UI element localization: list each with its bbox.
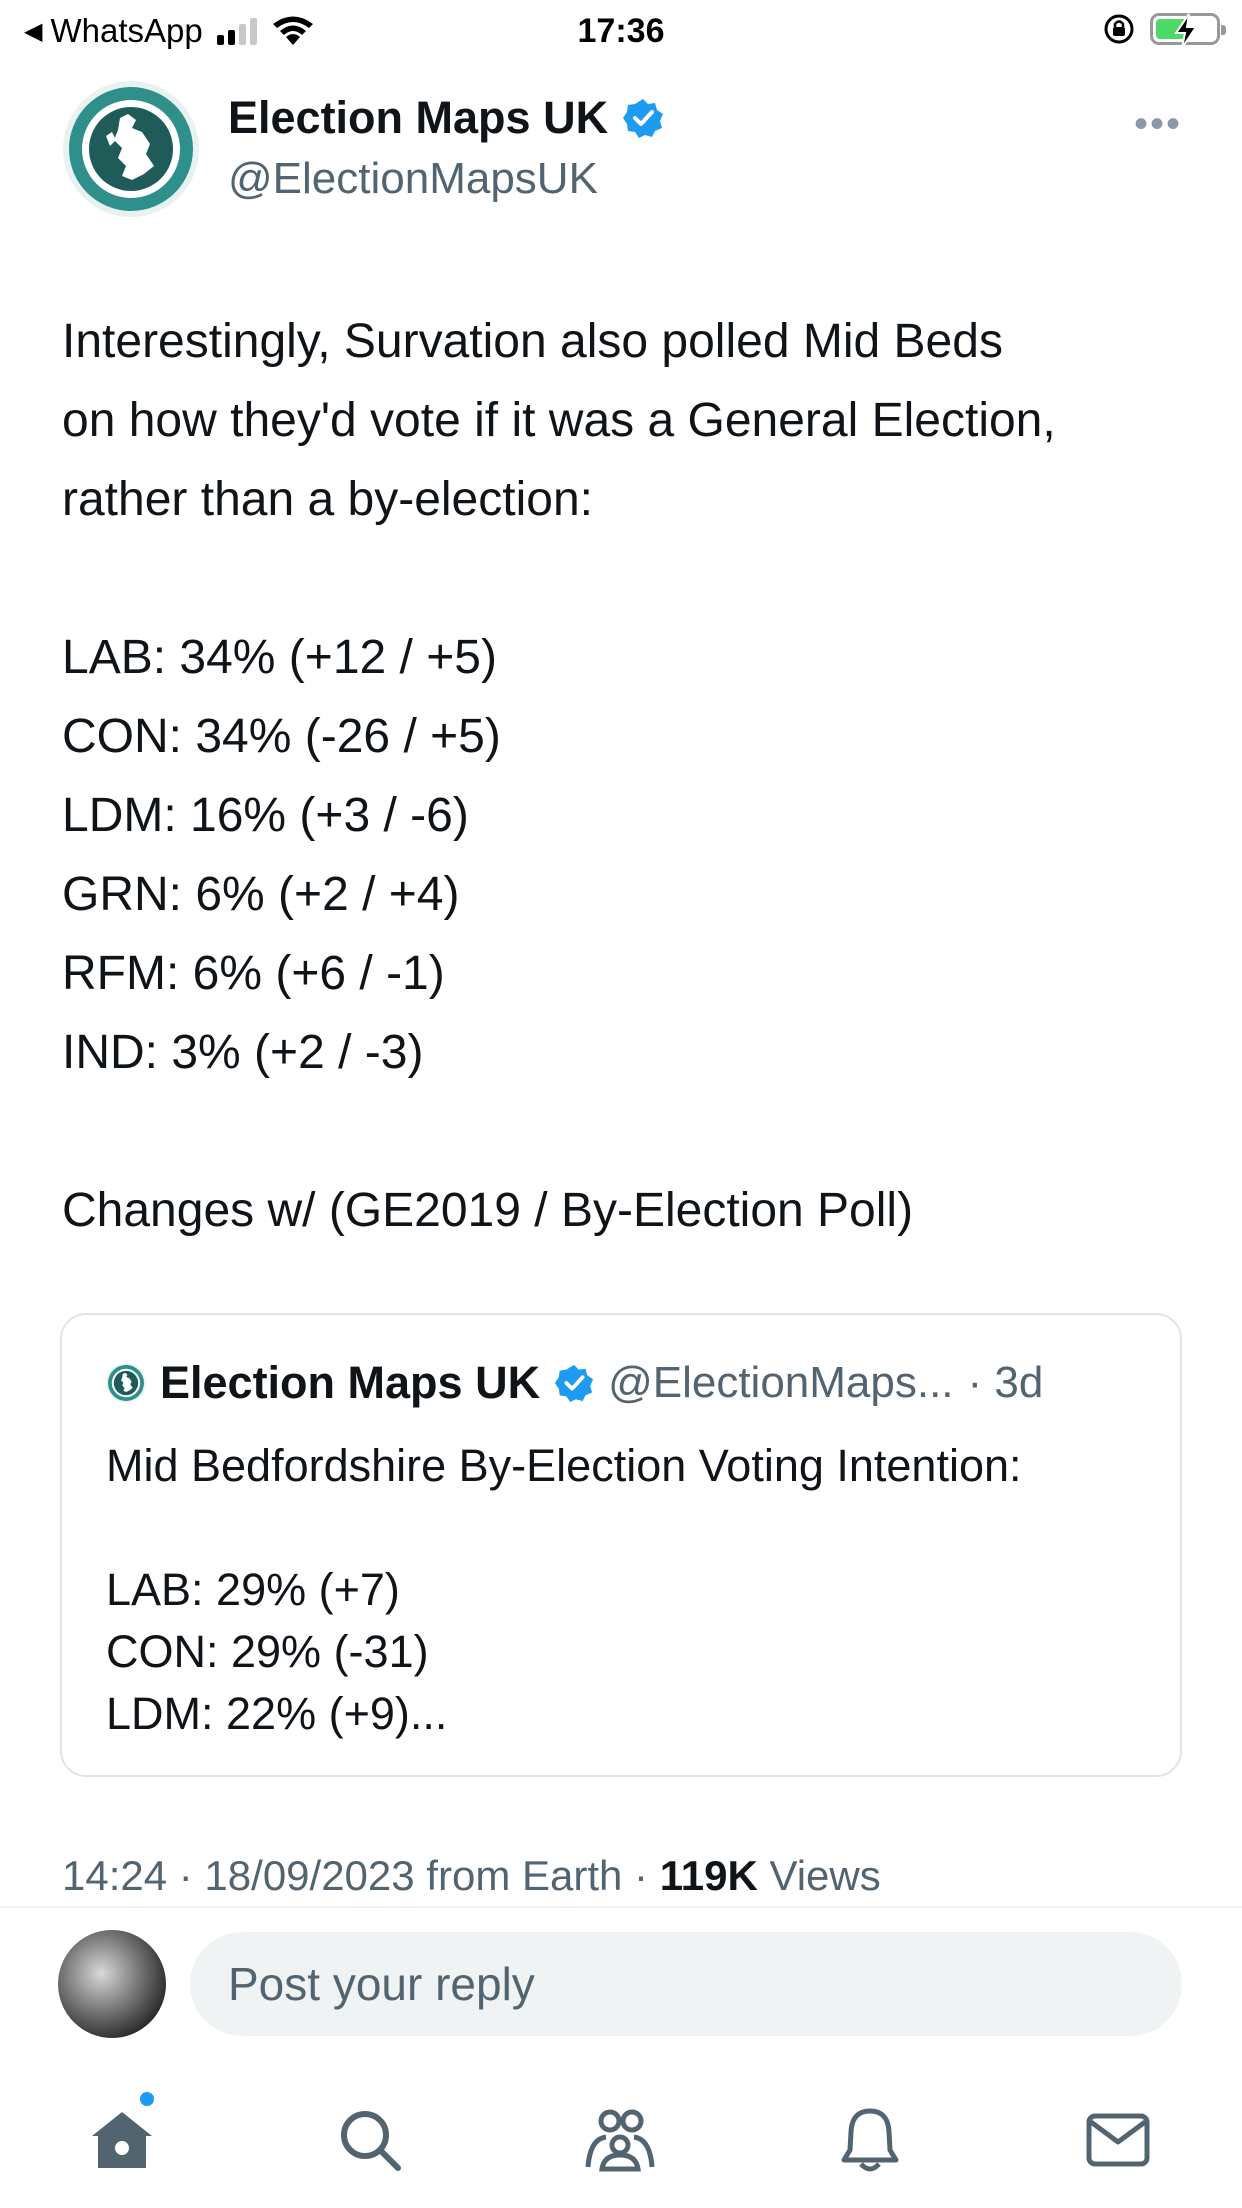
status-bar-right	[1102, 12, 1226, 49]
reply-input[interactable]	[190, 1932, 1182, 2036]
views-count[interactable]: 119K	[659, 1852, 758, 1899]
tweet-text-line	[62, 1092, 1182, 1171]
tweet-text-line: GRN: 6% (+2 / +4)	[62, 868, 460, 921]
battery-icon	[1150, 13, 1226, 49]
tweet-text-line: rather than a by-election:	[62, 473, 593, 526]
tab-home[interactable]	[82, 2100, 162, 2180]
verified-badge-icon	[555, 1364, 594, 1403]
home-notification-dot	[140, 2092, 154, 2106]
communities-icon	[585, 2109, 655, 2172]
status-bar-left[interactable]: ◀ WhatsApp	[24, 12, 315, 50]
author-name[interactable]: Election Maps UK	[228, 92, 609, 143]
tab-communities[interactable]	[580, 2100, 660, 2180]
quoted-tweet-line: CON: 29% (-31)	[106, 1626, 429, 1677]
tweet-text-line: IND: 3% (+2 / -3)	[62, 1026, 424, 1079]
quoted-tweet-age: · 3d	[967, 1358, 1044, 1407]
quoted-tweet-header: Election Maps UK @ElectionMaps... · 3d	[106, 1357, 1043, 1409]
tweet-text-line: LAB: 34% (+12 / +5)	[62, 631, 497, 684]
tweet-text-line: on how they'd vote if it was a General E…	[62, 394, 1056, 447]
user-avatar[interactable]	[58, 1930, 166, 2038]
wifi-icon	[272, 16, 313, 45]
tweet-text-line: CON: 34% (-26 / +5)	[62, 710, 501, 763]
tab-messages[interactable]	[1078, 2100, 1158, 2180]
quoted-tweet-text: Mid Bedfordshire By-Election Voting Inte…	[106, 1435, 1146, 1745]
tweet-meta: 14:24 · 18/09/2023 from Earth · 119K Vie…	[62, 1852, 881, 1900]
tweet-text-line: RFM: 6% (+6 / -1)	[62, 947, 445, 1000]
tab-notifications[interactable]	[830, 2100, 910, 2180]
divider	[0, 1906, 1242, 1908]
orientation-lock-icon	[1104, 14, 1134, 44]
quoted-tweet-line	[106, 1497, 1146, 1559]
tweet-text-line: Changes w/ (GE2019 / By-Election Poll)	[62, 1184, 914, 1237]
bottom-tab-bar	[0, 2080, 1242, 2208]
tweet-text-line: Interestingly, Survation also polled Mid…	[62, 315, 1003, 368]
quoted-tweet-line: LDM: 22% (+9)...	[106, 1688, 448, 1739]
quoted-tweet-line: Mid Bedfordshire By-Election Voting Inte…	[106, 1440, 1022, 1491]
author-handle[interactable]: @ElectionMapsUK	[228, 154, 598, 203]
quoted-author-avatar	[106, 1363, 146, 1403]
tweet-text-line	[62, 539, 1182, 618]
tweet-text: Interestingly, Survation also polled Mid…	[62, 302, 1182, 1250]
quoted-author-name: Election Maps UK	[160, 1357, 541, 1408]
tab-search[interactable]	[330, 2100, 410, 2180]
cellular-signal-icon	[216, 17, 257, 45]
quoted-tweet-line: LAB: 29% (+7)	[106, 1564, 400, 1615]
tweet-timestamp: 14:24 · 18/09/2023 from Earth ·	[62, 1852, 649, 1899]
quoted-tweet[interactable]: Election Maps UK @ElectionMaps... · 3d M…	[60, 1313, 1182, 1777]
author-avatar-logo[interactable]	[62, 80, 200, 218]
mail-icon	[1086, 2113, 1150, 2167]
more-dots-icon[interactable]: •••	[1133, 102, 1182, 146]
status-time: 17:36	[577, 12, 665, 50]
verified-badge-icon	[623, 99, 664, 138]
back-arrow-icon[interactable]: ◀	[24, 17, 43, 45]
quoted-author-handle: @ElectionMaps...	[608, 1358, 954, 1407]
tweet-author: Election Maps UK @ElectionMapsUK •••	[62, 80, 1182, 220]
views-label[interactable]: Views	[769, 1852, 881, 1899]
bell-icon	[841, 2108, 899, 2172]
status-bar: ◀ WhatsApp 17:36	[0, 0, 1242, 62]
tweet-text-line: LDM: 16% (+3 / -6)	[62, 789, 469, 842]
search-icon	[341, 2111, 401, 2171]
home-icon	[92, 2112, 152, 2168]
back-app-label[interactable]: WhatsApp	[50, 12, 203, 49]
